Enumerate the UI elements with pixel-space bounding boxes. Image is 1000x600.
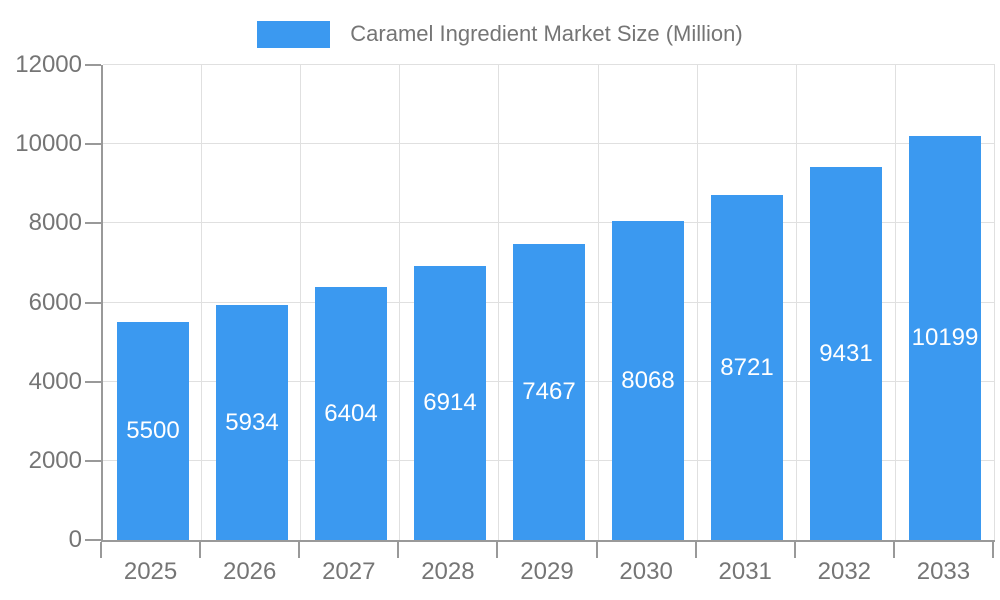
y-axis-tick — [85, 301, 101, 304]
bar-value-label: 9431 — [819, 339, 873, 367]
bar-value-label: 5934 — [225, 408, 279, 436]
x-axis-tick-label: 2031 — [718, 558, 772, 585]
gridline-vertical — [498, 65, 499, 540]
gridline-horizontal — [103, 222, 995, 224]
x-axis-tick — [298, 542, 300, 558]
x-axis-tick — [496, 542, 498, 558]
x-axis-tick — [695, 542, 697, 558]
gridline-vertical — [201, 65, 202, 540]
gridline-vertical — [300, 65, 301, 540]
gridline-horizontal — [103, 64, 995, 65]
y-axis-tick — [85, 222, 101, 225]
gridline-horizontal — [103, 143, 995, 145]
x-axis-tick — [397, 542, 399, 558]
bar-value-label: 7467 — [522, 378, 576, 405]
gridline-vertical — [598, 65, 599, 540]
y-axis-tick — [85, 380, 101, 383]
bar-2033[interactable]: 10199 — [909, 136, 981, 540]
bar-2030[interactable]: 8068 — [612, 221, 684, 540]
bar-value-label: 5500 — [126, 417, 180, 444]
x-axis-tick-label: 2033 — [916, 558, 971, 585]
x-axis-tick — [199, 542, 201, 558]
y-axis-tick-label: 12000 — [15, 51, 82, 78]
bar-2029[interactable]: 7467 — [513, 244, 585, 540]
legend-swatch — [257, 20, 331, 48]
bar-2025[interactable]: 5500 — [117, 322, 189, 540]
y-axis-tick-label: 8000 — [28, 209, 82, 237]
legend[interactable]: Caramel Ingredient Market Size (Million) — [0, 18, 1000, 50]
x-axis-tick — [794, 542, 796, 558]
x-axis-tick — [100, 542, 102, 558]
bar-2028[interactable]: 6914 — [414, 266, 486, 540]
bar-2032[interactable]: 9431 — [810, 167, 882, 540]
gridline-vertical — [796, 65, 797, 540]
y-axis-tick-label: 4000 — [28, 367, 82, 395]
x-axis-tick-label: 2029 — [520, 558, 574, 585]
bar-2031[interactable]: 8721 — [711, 195, 783, 540]
gridline-vertical — [994, 65, 995, 540]
y-axis-tick — [85, 143, 101, 146]
bar-value-label: 10199 — [911, 324, 979, 351]
gridline-vertical — [895, 65, 896, 540]
y-axis-tick — [85, 459, 101, 462]
y-axis-tick-label: 6000 — [28, 288, 82, 316]
y-axis-tick-label: 0 — [68, 526, 82, 553]
x-axis-tick — [893, 542, 895, 558]
x-axis-tick-label: 2026 — [222, 558, 277, 585]
x-axis-tick-label: 2030 — [619, 558, 673, 585]
bar-2026[interactable]: 5934 — [216, 305, 288, 540]
plot-area: 5500 5934 6404 6914 7467 8068 8721 9431 10199 — [101, 64, 995, 542]
gridline-vertical — [399, 65, 400, 540]
legend-label: Caramel Ingredient Market Size (Million) — [350, 21, 743, 46]
bar-value-label: 8721 — [720, 353, 774, 381]
gridline-vertical — [697, 65, 698, 540]
x-axis-tick — [596, 542, 598, 558]
y-axis-tick — [85, 539, 101, 541]
y-axis-tick — [85, 64, 101, 66]
x-axis-tick — [992, 542, 994, 558]
bar-2027[interactable]: 6404 — [315, 287, 387, 540]
x-axis-tick-label: 2032 — [817, 558, 872, 585]
x-axis-tick-label: 2028 — [421, 558, 475, 585]
y-axis-tick-label: 2000 — [28, 446, 82, 474]
x-axis-tick-label: 2025 — [123, 558, 178, 585]
bar-value-label: 6914 — [423, 389, 477, 416]
bar-value-label: 8068 — [621, 366, 675, 394]
y-axis-tick-label: 10000 — [15, 130, 82, 158]
bar-value-label: 6404 — [324, 399, 378, 427]
x-axis-tick-label: 2027 — [322, 558, 376, 585]
